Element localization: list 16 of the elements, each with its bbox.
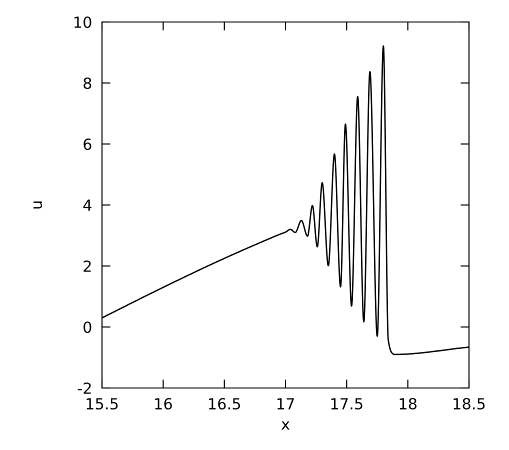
y-tick-label: 4 [83,200,92,211]
y-tick-label: 0 [84,321,92,334]
x-tick-label: 18.5 [454,398,485,410]
y-tick-label: -2 [78,382,91,394]
x-tick-label: 17 [277,398,294,410]
x-axis-title: x [281,421,290,430]
x-tick-label: 16 [155,398,172,410]
x-tick-label: 18 [400,398,417,410]
y-axis-title: u [33,202,42,209]
x-tick-label: 17.5 [331,398,362,410]
x-tick-label: 16.5 [209,398,240,410]
y-tick-label: 8 [84,77,92,90]
x-tick-label: 15.5 [86,398,118,410]
y-tick-label: 2 [84,260,91,272]
y-tick-label: 6 [84,138,92,150]
y-tick-label: 10 [74,16,92,28]
